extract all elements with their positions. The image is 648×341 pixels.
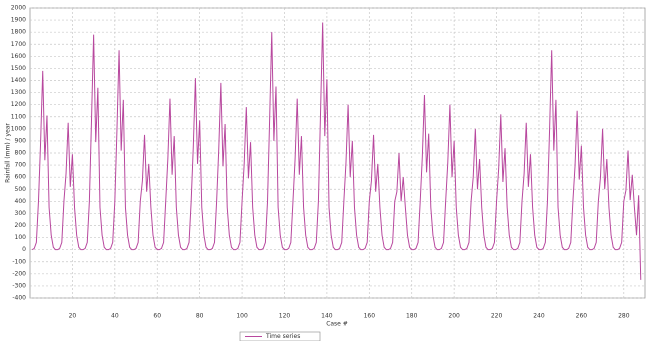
legend-label: Time series — [265, 333, 300, 340]
x-tick-label: 60 — [153, 313, 161, 320]
y-tick-label: 1200 — [11, 101, 26, 108]
x-tick-label: 100 — [236, 313, 248, 320]
x-tick-label: 260 — [576, 313, 588, 320]
y-tick-label: 300 — [15, 210, 27, 217]
x-tick-label: 180 — [406, 313, 418, 320]
x-tick-label: 40 — [111, 313, 119, 320]
y-tick-label: 900 — [15, 137, 27, 144]
x-tick-label: 200 — [448, 313, 460, 320]
x-axis-label: Case # — [326, 321, 348, 328]
y-tick-label: 1100 — [11, 113, 26, 120]
y-tick-label: 800 — [15, 150, 27, 157]
y-axis-label: Rainfall (mm) / year — [5, 123, 12, 183]
y-tick-label: 400 — [15, 198, 27, 205]
x-tick-label: 240 — [533, 313, 545, 320]
x-tick-label: 220 — [491, 313, 503, 320]
y-tick-label: 1400 — [11, 77, 26, 84]
y-tick-label: -300 — [12, 282, 26, 289]
x-tick-label: 160 — [364, 313, 376, 320]
y-tick-label: 1000 — [11, 125, 26, 132]
y-tick-label: 200 — [15, 222, 27, 229]
y-tick-label: 2000 — [11, 5, 26, 12]
y-tick-label: -200 — [12, 270, 26, 277]
legend — [239, 331, 321, 341]
y-tick-label: 1800 — [11, 29, 26, 36]
series-line — [31, 22, 642, 280]
x-tick-label: 80 — [196, 313, 204, 320]
y-tick-label: -100 — [12, 258, 26, 265]
y-tick-label: 1600 — [11, 53, 26, 60]
x-tick-label: 140 — [321, 313, 333, 320]
y-tick-label: 0 — [22, 246, 26, 253]
x-tick-label: 20 — [69, 313, 77, 320]
y-tick-label: 1500 — [11, 65, 26, 72]
x-tick-label: 120 — [279, 313, 291, 320]
y-tick-label: 1700 — [11, 41, 26, 48]
y-tick-label: 600 — [15, 174, 27, 181]
y-tick-label: 1900 — [11, 17, 26, 24]
y-tick-label: -400 — [12, 295, 26, 302]
x-tick-label: 280 — [618, 313, 630, 320]
y-tick-label: 700 — [15, 162, 27, 169]
y-tick-label: 500 — [15, 186, 27, 193]
y-tick-label: 1300 — [11, 89, 26, 96]
y-tick-label: 100 — [15, 234, 27, 241]
